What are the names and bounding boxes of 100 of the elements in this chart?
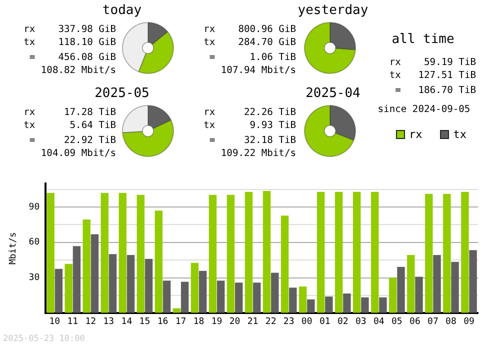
x-tick-label: 17 [175, 316, 186, 327]
bar [379, 297, 387, 313]
text: since 2024-09-05 [376, 103, 472, 116]
bar [235, 282, 243, 313]
x-tick-label: 22 [265, 316, 276, 327]
text: 109.22 Mbit/s [220, 147, 296, 160]
bar [443, 194, 451, 313]
bar [397, 266, 405, 313]
x-tick-label: 01 [319, 316, 330, 327]
x-tick-label: 12 [85, 316, 96, 327]
chart-title: today [101, 3, 143, 18]
bar [316, 192, 325, 313]
bar [433, 255, 441, 313]
bar [190, 262, 199, 313]
bar [172, 308, 181, 313]
bar [325, 296, 333, 313]
x-tick-label: 20 [229, 316, 240, 327]
x-tick-label: 13 [103, 316, 114, 327]
text: rx 22.26 TiB [202, 106, 296, 119]
bar [425, 194, 433, 313]
y-tick-label: 30 [28, 273, 40, 284]
bar [407, 255, 415, 313]
x-tick-label: 19 [211, 316, 222, 327]
bar [72, 246, 81, 313]
x-tick-label: 07 [428, 316, 438, 327]
chart-title: 2025-05 [94, 86, 150, 101]
x-tick-label: 06 [410, 316, 420, 327]
bar [54, 268, 63, 313]
x-tick-label: 14 [121, 316, 132, 327]
text: tx 284.70 GiB [202, 36, 296, 49]
text: rx 17.28 TiB [22, 106, 116, 119]
text: 107.94 Mbit/s [220, 64, 296, 77]
x-tick-label: 16 [157, 316, 168, 327]
bar [253, 282, 261, 313]
bar [90, 234, 99, 313]
bar [162, 280, 171, 313]
x-tick-label: 10 [49, 316, 60, 327]
bar [216, 280, 225, 313]
bar [208, 194, 217, 313]
bar [461, 192, 469, 313]
y-axis-title: Mbit/s [8, 232, 19, 265]
x-tick-label: 08 [446, 316, 456, 327]
x-tick-label: 15 [139, 316, 150, 327]
text: tx 118.10 GiB [22, 36, 116, 49]
x-tick-label: 00 [301, 316, 312, 327]
text: = 456.08 GiB [28, 51, 116, 64]
x-tick-label: 03 [355, 316, 366, 327]
bar [271, 272, 279, 313]
bar [334, 192, 343, 313]
bar [100, 192, 108, 313]
chart-title: yesterday [296, 3, 370, 18]
bar [262, 190, 271, 313]
legend-label: rx [409, 128, 422, 141]
bar [82, 220, 90, 313]
bar [389, 278, 397, 313]
x-tick-label: 02 [337, 316, 348, 327]
chart-title: 2025-04 [304, 86, 362, 101]
bar [154, 210, 163, 313]
bar [108, 254, 117, 313]
bar [289, 288, 297, 313]
text: all time [390, 32, 456, 47]
text: = 1.06 TiB [208, 51, 296, 64]
text: rx 800.96 GiB [202, 23, 296, 36]
bar [226, 194, 235, 313]
bar [415, 276, 423, 313]
x-tick-label: 18 [193, 316, 204, 327]
text: rx 59.19 TiB [388, 56, 476, 69]
legend-label: tx [453, 128, 466, 141]
x-tick-label: 23 [283, 316, 294, 327]
bar [46, 192, 54, 313]
bar [144, 258, 153, 313]
x-tick-label: 11 [67, 316, 78, 327]
bar [118, 192, 127, 313]
bar [244, 192, 253, 313]
text: tx 127.51 TiB [388, 69, 476, 82]
bar [136, 194, 145, 313]
text: tx 5.64 TiB [22, 119, 116, 132]
x-tick-label: 09 [464, 316, 474, 327]
bar [353, 192, 361, 313]
text: 104.09 Mbit/s [40, 147, 116, 160]
bar [180, 282, 189, 313]
text: tx 9.93 TiB [202, 119, 296, 132]
bar [280, 216, 289, 313]
x-tick-label: 21 [247, 316, 258, 327]
x-tick-label: 04 [373, 316, 384, 327]
bar [126, 255, 135, 313]
bar [298, 286, 307, 313]
x-tick-label: 05 [392, 316, 402, 327]
bar [64, 264, 72, 313]
bar [371, 192, 379, 313]
bar [361, 297, 369, 313]
y-tick-label: 60 [28, 238, 40, 248]
text: = 22.92 TiB [28, 134, 116, 147]
bar [198, 270, 207, 313]
bar [343, 293, 351, 313]
bar [307, 299, 315, 313]
bar [469, 250, 477, 313]
text: rx 337.98 GiB [22, 23, 116, 36]
text: = 186.70 TiB [394, 84, 476, 97]
text: 108.82 Mbit/s [40, 64, 116, 77]
